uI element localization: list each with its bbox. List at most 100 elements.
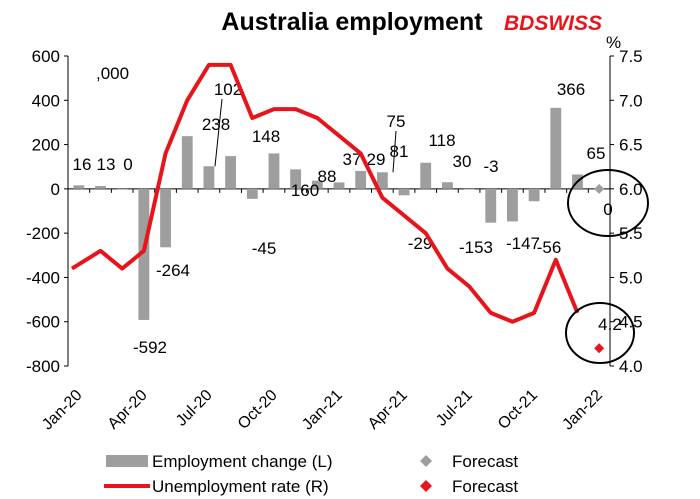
bar-data-label: 238 xyxy=(202,115,230,134)
bar-data-label: 37 xyxy=(343,150,362,169)
x-tick-label: Jul-20 xyxy=(173,387,216,430)
legend-bar-swatch xyxy=(106,455,148,467)
bar xyxy=(420,162,432,189)
right-tick-label: 5.0 xyxy=(619,268,643,287)
right-tick-label: 6.5 xyxy=(619,136,643,155)
unemployment-rate-line xyxy=(70,62,580,324)
legend-label: Forecast xyxy=(452,452,518,471)
legend-label: Unemployment rate (R) xyxy=(152,477,329,496)
legend-label: Employment change (L) xyxy=(152,452,332,471)
left-tick-label: 200 xyxy=(32,136,60,155)
legend-label: Forecast xyxy=(452,477,518,496)
bar-data-label: 75 xyxy=(387,112,406,131)
bar-data-label: 30 xyxy=(453,152,472,171)
bar xyxy=(507,188,518,222)
right-tick-label: 7.0 xyxy=(619,91,643,110)
x-tick-label: Oct-20 xyxy=(235,387,281,433)
label-leader-line xyxy=(392,130,397,173)
bar-data-label: 366 xyxy=(557,80,585,99)
bar xyxy=(95,185,106,189)
bar xyxy=(485,188,497,223)
left-tick-label: -600 xyxy=(26,313,60,332)
bar-data-label: -56 xyxy=(537,238,562,257)
bar-data-label: 0 xyxy=(123,155,132,174)
bar xyxy=(528,188,540,202)
employment-forecast-circle xyxy=(567,169,649,237)
bar-data-label: 148 xyxy=(252,127,280,146)
bar-data-label: -45 xyxy=(252,239,277,258)
forecast-highlight-circles xyxy=(565,169,649,364)
x-tick-label: Oct-21 xyxy=(495,387,541,433)
bar xyxy=(550,107,562,189)
bar-data-label: 160 xyxy=(291,181,319,200)
bar xyxy=(463,188,475,190)
bar xyxy=(290,169,302,189)
unemployment-forecast-marker xyxy=(594,343,605,354)
bar-data-label: 29 xyxy=(367,150,386,169)
label-leader-line xyxy=(214,98,223,167)
bar xyxy=(181,136,193,189)
left-tick-label: -200 xyxy=(26,224,60,243)
bar-data-label: -264 xyxy=(156,261,190,280)
x-tick-label: Jan-21 xyxy=(299,387,346,434)
x-tick-label: Apr-20 xyxy=(105,387,151,433)
unemployment-forecast-label: 4.2 xyxy=(598,315,622,334)
right-axis-unit: % xyxy=(606,33,621,52)
x-tick-label: Apr-21 xyxy=(365,387,411,433)
right-tick-label: 5.5 xyxy=(619,224,643,243)
legend: Employment change (L) Forecast Unemploymen… xyxy=(104,452,518,496)
legend-grey-diamond xyxy=(420,455,432,467)
right-tick-label: 4.0 xyxy=(619,357,643,376)
bar-data-label: -29 xyxy=(408,234,433,253)
bar-data-label: -592 xyxy=(133,338,167,357)
bar-data-label: -147 xyxy=(506,234,540,253)
legend-red-diamond xyxy=(420,480,432,492)
x-tick-label: Jan-20 xyxy=(39,387,86,434)
brand-logo: BDSWISS xyxy=(504,12,602,35)
bar xyxy=(268,153,280,189)
left-tick-label: 600 xyxy=(32,47,60,66)
bar xyxy=(311,180,323,189)
bar-data-label: 65 xyxy=(587,144,606,163)
x-tick-label: Jul-21 xyxy=(433,387,476,430)
bar xyxy=(225,156,237,189)
bar xyxy=(116,188,128,190)
bar-data-label: 13 xyxy=(97,155,116,174)
left-axis-unit: ,000 xyxy=(96,64,129,83)
bar-data-label: 16 xyxy=(73,155,92,174)
bar xyxy=(333,182,345,189)
right-tick-label: 6.0 xyxy=(619,180,643,199)
left-tick-label: -800 xyxy=(26,357,60,376)
bar xyxy=(376,172,388,189)
forecast-markers: 04.2 xyxy=(594,183,622,354)
x-tick-label: Jan-22 xyxy=(559,387,606,434)
bar xyxy=(246,188,258,199)
bar xyxy=(441,182,453,189)
bar xyxy=(160,188,171,248)
left-tick-label: -400 xyxy=(26,268,60,287)
chart-title: Australia employment xyxy=(221,8,483,36)
left-tick-label: 400 xyxy=(32,91,60,110)
bar-data-label: -153 xyxy=(459,238,493,257)
bar-series xyxy=(73,107,583,320)
bar-data-label: 102 xyxy=(214,80,242,99)
line-series xyxy=(70,62,580,324)
bar-data-label: 88 xyxy=(318,167,337,186)
right-tick-label: 7.5 xyxy=(619,47,643,66)
unemployment-forecast-circle xyxy=(565,302,635,364)
bar xyxy=(73,185,85,189)
bar-data-label: 81 xyxy=(390,142,409,161)
bar xyxy=(398,188,410,196)
brand-logo-text: BDSWISS xyxy=(504,12,602,35)
bar xyxy=(203,166,215,189)
bar xyxy=(138,188,150,320)
bar xyxy=(355,170,367,189)
bar-data-label: 118 xyxy=(428,131,455,150)
bar-data-label: -3 xyxy=(483,157,498,176)
left-tick-label: 0 xyxy=(51,180,60,199)
employment-forecast-label: 0 xyxy=(603,200,612,219)
employment-forecast-marker xyxy=(594,183,605,194)
